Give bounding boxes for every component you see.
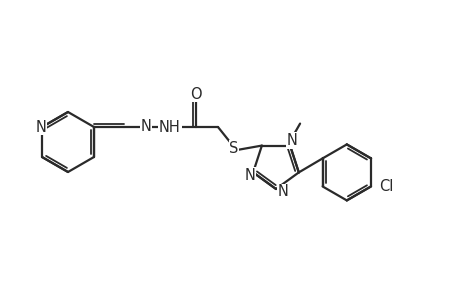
Text: S: S [229,140,238,155]
Text: N: N [35,119,46,134]
Text: N: N [286,133,297,148]
Text: NH: NH [159,119,180,134]
Text: Cl: Cl [378,179,392,194]
Text: N: N [277,184,288,200]
Text: N: N [244,168,255,183]
Text: O: O [190,86,202,101]
Text: N: N [140,118,151,134]
